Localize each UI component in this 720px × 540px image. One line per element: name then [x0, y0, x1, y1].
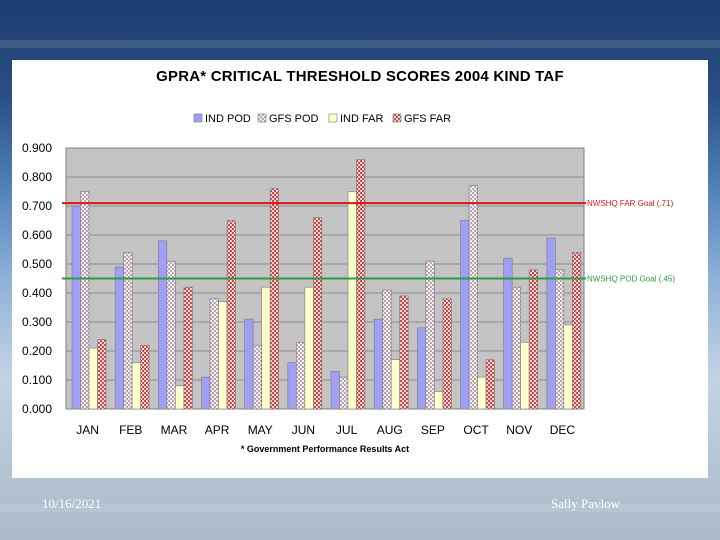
bar-gfs-far — [485, 359, 495, 410]
x-tick-label: JAN — [76, 423, 99, 437]
x-tick-label: NOV — [506, 423, 532, 437]
bar-gfs-pod — [296, 341, 306, 410]
goal-line-label: NWSHQ FAR Goal (.71) — [587, 199, 674, 208]
bar-ind-pod — [546, 237, 556, 410]
bar-gfs-far — [356, 159, 366, 410]
legend-label: IND POD — [205, 113, 251, 125]
x-tick-label: MAR — [161, 423, 188, 437]
y-tick-label: 0.000 — [22, 402, 52, 416]
bar-gfs-pod — [382, 289, 392, 410]
bar-gfs-pod — [252, 344, 262, 410]
y-tick-label: 0.500 — [22, 257, 52, 271]
legend-label: GFS FAR — [404, 113, 451, 125]
bar-gfs-pod — [80, 191, 90, 410]
bar-ind-pod — [158, 240, 168, 410]
bar-gfs-far — [183, 286, 193, 410]
bar-gfs-pod — [209, 298, 219, 410]
footer-date: 10/16/2021 — [42, 496, 102, 511]
bar-gfs-far — [226, 220, 236, 410]
legend-swatch — [392, 113, 402, 123]
footnote: * Government Performance Results Act — [241, 444, 409, 454]
bar-gfs-pod — [468, 185, 478, 410]
bar-ind-pod — [417, 327, 427, 410]
x-tick-label: APR — [205, 423, 230, 437]
bar-ind-far — [434, 391, 444, 410]
background-stripe — [0, 504, 720, 512]
bar-ind-far — [304, 286, 314, 410]
legend-swatch — [257, 113, 267, 123]
bar-ind-pod — [460, 220, 470, 410]
x-tick-label: DEC — [550, 423, 576, 437]
x-tick-label: JUL — [336, 423, 358, 437]
chart-title: GPRA* CRITICAL THRESHOLD SCORES 2004 KIN… — [156, 68, 564, 85]
bar-gfs-far — [97, 339, 107, 410]
bar-ind-pod — [201, 376, 211, 410]
bar-gfs-far — [442, 298, 452, 410]
bar-gfs-pod — [511, 286, 521, 410]
y-tick-label: 0.600 — [22, 228, 52, 242]
bar-ind-pod — [373, 318, 383, 410]
bar-gfs-pod — [339, 376, 349, 410]
legend-label: IND FAR — [340, 113, 383, 125]
bar-ind-far — [218, 301, 228, 410]
bar-ind-pod — [71, 205, 81, 410]
x-tick-label: SEP — [421, 423, 445, 437]
x-tick-label: AUG — [377, 423, 403, 437]
legend-label: GFS POD — [269, 113, 319, 125]
y-tick-label: 0.900 — [22, 141, 52, 155]
bar-ind-pod — [503, 257, 513, 410]
bar-ind-far — [347, 191, 357, 410]
bar-gfs-far — [313, 217, 323, 410]
x-tick-label: JUN — [292, 423, 315, 437]
bar-ind-far — [131, 362, 141, 410]
bar-ind-far — [261, 286, 271, 410]
y-tick-label: 0.800 — [22, 170, 52, 184]
bar-gfs-pod — [555, 269, 565, 410]
bar-gfs-far — [572, 252, 582, 410]
bar-gfs-far — [528, 269, 538, 410]
bar-ind-far — [390, 359, 400, 410]
y-tick-label: 0.700 — [22, 199, 52, 213]
bar-gfs-far — [269, 188, 279, 410]
bar-ind-far — [477, 376, 487, 410]
y-tick-label: 0.200 — [22, 344, 52, 358]
y-tick-label: 0.100 — [22, 373, 52, 387]
bar-ind-far — [520, 341, 530, 410]
goal-line-label: NWSHQ POD Goal (.45) — [587, 275, 675, 284]
x-tick-label: MAY — [248, 423, 273, 437]
bar-gfs-pod — [123, 252, 133, 410]
bar-ind-pod — [244, 318, 254, 410]
bar-ind-pod — [287, 362, 297, 410]
legend-swatch — [328, 113, 338, 123]
bar-gfs-far — [140, 344, 150, 410]
bar-gfs-pod — [425, 260, 435, 410]
bar-ind-far — [563, 324, 573, 410]
bar-gfs-pod — [166, 260, 176, 410]
footer-author: Sally Pavlow — [551, 496, 620, 511]
y-tick-label: 0.300 — [22, 315, 52, 329]
background-stripe — [0, 40, 720, 48]
bar-ind-pod — [330, 370, 340, 410]
bar-ind-far — [175, 385, 185, 410]
x-tick-label: FEB — [119, 423, 142, 437]
x-tick-label: OCT — [463, 423, 489, 437]
bar-ind-far — [88, 347, 98, 410]
y-tick-label: 0.400 — [22, 286, 52, 300]
bar-gfs-far — [399, 295, 409, 410]
bar-ind-pod — [114, 266, 124, 410]
legend-swatch — [193, 113, 203, 123]
